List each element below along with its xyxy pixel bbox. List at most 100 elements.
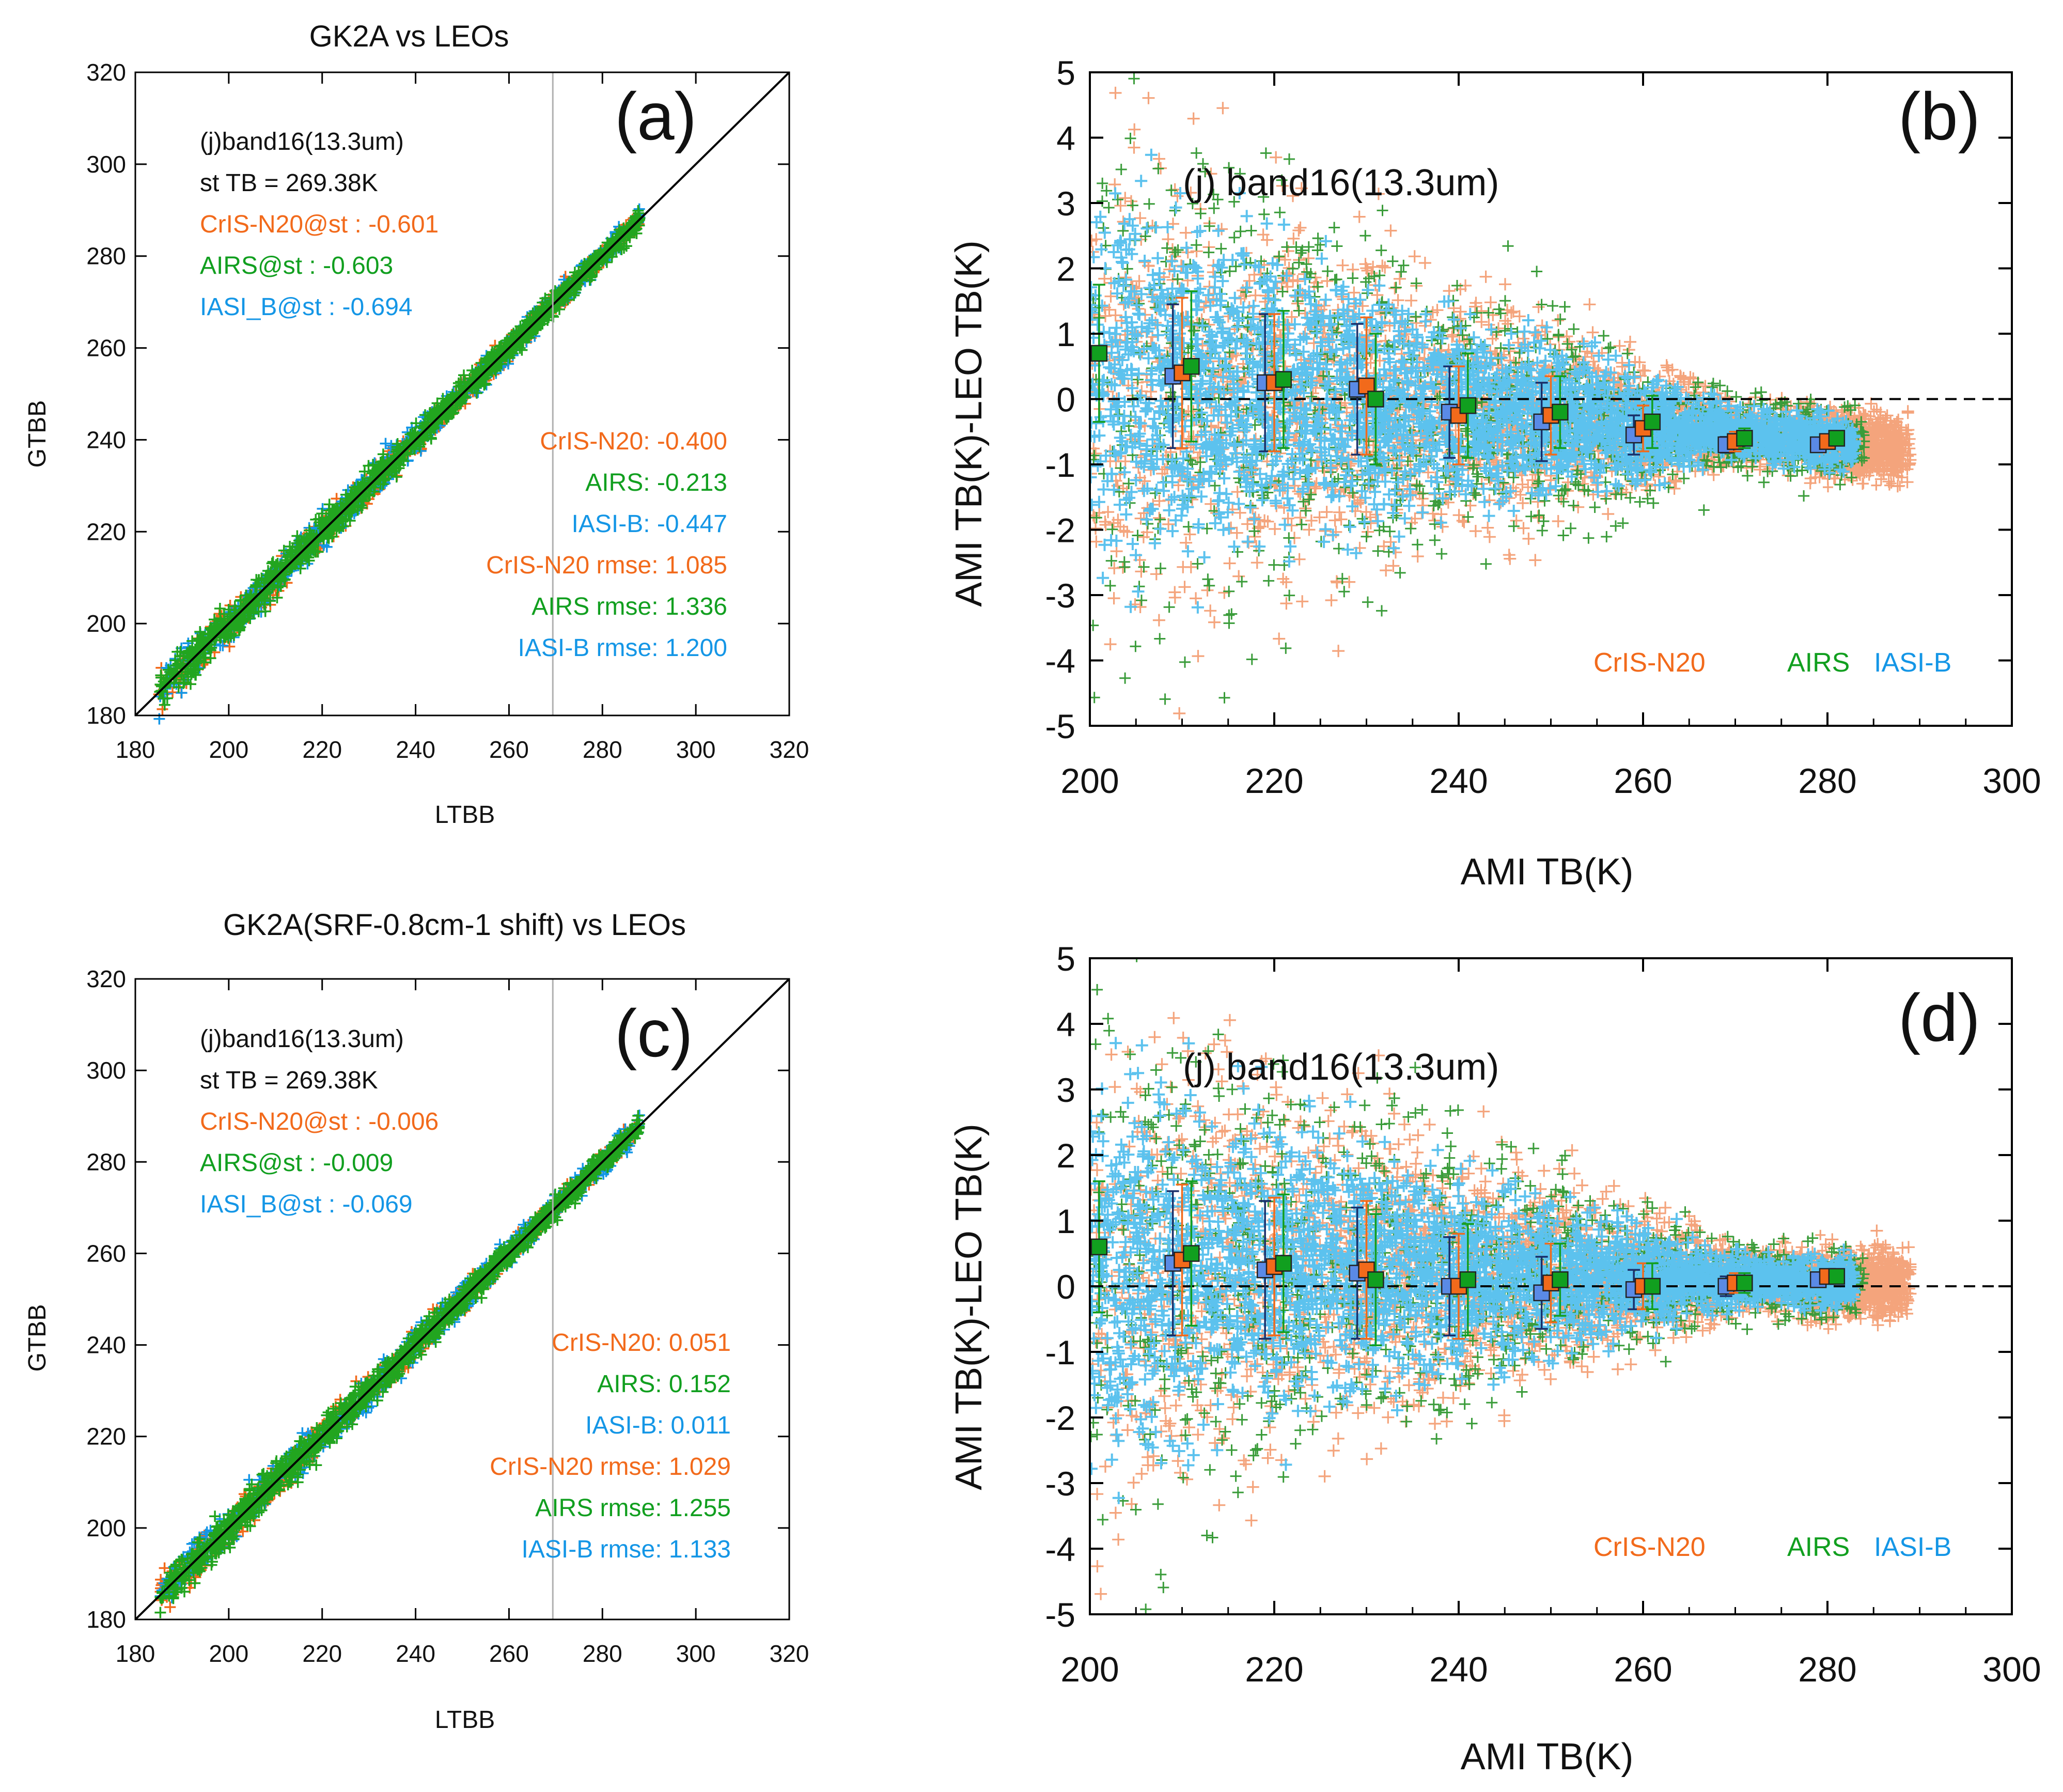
marker xyxy=(1644,1277,1661,1295)
y-tick-label: 3 xyxy=(1056,184,1075,223)
panel-c-annotation-cris-bias: CrIS-N20: 0.051 xyxy=(552,1329,731,1357)
x-tick-label: 220 xyxy=(1245,1650,1303,1689)
panel-c-one-to-one-line xyxy=(134,978,790,1620)
x-tick-label: 200 xyxy=(209,736,248,763)
panel-b-cris-point xyxy=(1358,316,1375,456)
panel-c: GK2A(SRF-0.8cm-1 shift) vs LEOs (c) LTBB GT… xyxy=(24,908,809,1734)
panel-b-airs-point xyxy=(1828,430,1846,447)
panel-d-airs-point xyxy=(1275,1193,1292,1333)
panel-b-label: (b) xyxy=(1898,79,1980,154)
x-tick-label: 180 xyxy=(116,1640,155,1667)
panel-a-annotation-iasi-rmse: IASI-B rmse: 1.200 xyxy=(518,634,728,662)
marker xyxy=(1644,413,1661,431)
panel-d-ylabel: AMI TB(K)-LEO TB(K) xyxy=(948,1124,990,1490)
panel-c-annotation-band: (j)band16(13.3um) xyxy=(200,1025,404,1053)
y-tick-label: 1 xyxy=(1056,1202,1075,1240)
panel-a-annotation-airs-st: AIRS@st : -0.603 xyxy=(200,252,393,279)
marker xyxy=(1828,430,1846,447)
panel-a-annotations-bottom: CrIS-N20: -0.400 AIRS: -0.213 IASI-B: -0… xyxy=(486,428,727,662)
y-tick-label: 180 xyxy=(86,1606,126,1633)
x-tick-label: 240 xyxy=(396,1640,435,1667)
marker xyxy=(1552,1271,1569,1288)
panel-a-annotations-top: (j)band16(13.3um) st TB = 269.38K CrIS-N… xyxy=(200,128,439,321)
x-tick-label: 280 xyxy=(1798,761,1856,801)
panel-b-cris-point xyxy=(1450,365,1467,465)
y-tick-label: 200 xyxy=(86,1515,126,1541)
panel-c-annotation-cris-rmse: CrIS-N20 rmse: 1.029 xyxy=(490,1453,731,1481)
panel-d-legend-cris: CrIS-N20 xyxy=(1593,1532,1706,1562)
marker xyxy=(1459,397,1477,414)
panel-c-annotation-iasi-bias: IASI-B: 0.011 xyxy=(585,1412,731,1439)
panel-a-annotation-st-tb: st TB = 269.38K xyxy=(200,169,378,197)
marker xyxy=(1358,377,1375,395)
y-tick-label: 4 xyxy=(1056,1005,1075,1043)
y-tick-label: 2 xyxy=(1056,1136,1075,1175)
panel-d-airs-point xyxy=(1459,1223,1477,1336)
panel-d-plot-area xyxy=(1090,958,1917,1614)
panel-d: (j) band16(13.3um) (d) AMI TB(K) AMI TB(K)-… xyxy=(948,940,2041,1778)
y-tick-label: 300 xyxy=(86,151,126,178)
panel-b-legend-cris: CrIS-N20 xyxy=(1593,648,1706,678)
marker xyxy=(1736,1274,1753,1291)
panel-b-title: (j) band16(13.3um) xyxy=(1183,162,1499,204)
marker xyxy=(1552,403,1569,421)
panel-d-airs-point xyxy=(1090,1180,1108,1314)
panel-a-annotation-iasi-st: IASI_B@st : -0.694 xyxy=(200,293,413,321)
marker xyxy=(1275,371,1292,388)
x-tick-label: 320 xyxy=(770,736,809,763)
panel-c-annotation-st-tb: st TB = 269.38K xyxy=(200,1067,378,1094)
x-tick-label: 200 xyxy=(209,1640,248,1667)
x-tick-label: 240 xyxy=(1429,1650,1488,1689)
marker xyxy=(1367,391,1384,408)
x-tick-label: 280 xyxy=(583,1640,622,1667)
panel-c-annotation-iasi-rmse: IASI-B rmse: 1.133 xyxy=(522,1536,731,1563)
panel-a-annotation-cris-st: CrIS-N20@st : -0.601 xyxy=(200,211,439,238)
panel-d-iasi-point xyxy=(1533,1256,1550,1330)
panel-b-legend-iasi: IASI-B xyxy=(1874,648,1951,678)
panel-c-xlabel: LTBB xyxy=(435,1706,495,1734)
panel-d-legend: CrIS-N20 AIRS IASI-B xyxy=(1593,1532,1951,1562)
panel-d-airs-point xyxy=(1183,1180,1200,1327)
y-tick-label: -2 xyxy=(1045,511,1075,550)
panel-c-ylabel: GTBB xyxy=(24,1304,51,1372)
y-tick-label: -1 xyxy=(1045,446,1075,484)
y-tick-label: 5 xyxy=(1056,54,1075,92)
x-tick-label: 180 xyxy=(116,736,155,763)
y-tick-label: -3 xyxy=(1045,1464,1075,1503)
y-tick-label: 3 xyxy=(1056,1071,1075,1109)
panel-d-cris-point xyxy=(1358,1200,1375,1340)
x-tick-label: 280 xyxy=(583,736,622,763)
y-tick-label: 200 xyxy=(86,610,126,637)
panel-a-annotation-band: (j)band16(13.3um) xyxy=(200,128,404,155)
panel-a-frame xyxy=(134,71,790,716)
x-tick-label: 320 xyxy=(770,1640,809,1667)
x-tick-label: 220 xyxy=(1245,761,1303,801)
marker xyxy=(1183,358,1200,375)
y-tick-label: 240 xyxy=(86,426,126,453)
panel-d-legend-airs: AIRS xyxy=(1787,1532,1850,1562)
panel-c-annotation-cris-st: CrIS-N20@st : -0.006 xyxy=(200,1108,439,1135)
x-tick-label: 260 xyxy=(489,1640,529,1667)
panel-c-annotations-bottom: CrIS-N20: 0.051 AIRS: 0.152 IASI-B: 0.01… xyxy=(490,1329,731,1563)
y-tick-label: -1 xyxy=(1045,1333,1075,1372)
y-tick-label: -2 xyxy=(1045,1399,1075,1437)
panel-b-airs-point xyxy=(1183,290,1200,443)
x-tick-label: 300 xyxy=(676,1640,716,1667)
marker xyxy=(1183,1245,1200,1262)
x-tick-label: 200 xyxy=(1060,761,1119,801)
panel-d-legend-iasi: IASI-B xyxy=(1874,1532,1951,1562)
panel-a-ylabel: GTBB xyxy=(24,400,51,468)
y-tick-label: 1 xyxy=(1056,315,1075,353)
y-tick-label: 0 xyxy=(1056,1268,1075,1306)
x-tick-label: 200 xyxy=(1060,1650,1119,1689)
x-tick-label: 260 xyxy=(1614,1650,1672,1689)
panel-c-label: (c) xyxy=(615,995,693,1071)
panel-a-annotation-airs-rmse: AIRS rmse: 1.336 xyxy=(532,593,727,620)
panel-b-airs-point xyxy=(1736,427,1753,449)
panel-a: GK2A vs LEOs (a) LTBB GTBB (j)band16(13.3um… xyxy=(24,20,809,829)
panel-b-airs-point xyxy=(1644,395,1661,449)
panel-a-annotation-iasi-bias: IASI-B: -0.447 xyxy=(572,510,727,538)
panel-c-frame xyxy=(134,978,790,1620)
y-tick-label: 280 xyxy=(86,243,126,270)
